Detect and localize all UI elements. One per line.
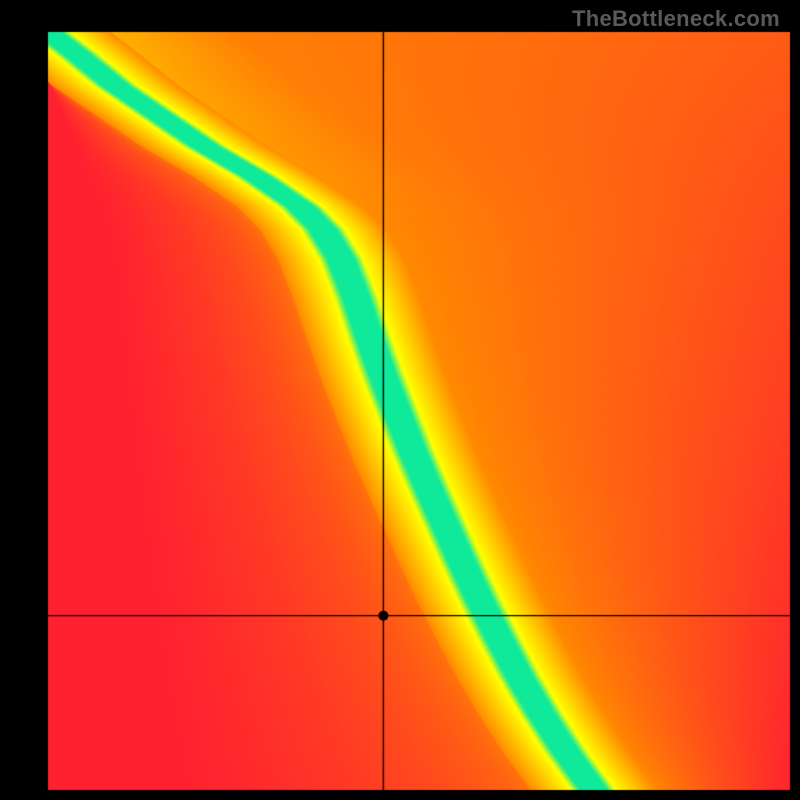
crosshair-overlay bbox=[0, 0, 800, 800]
watermark-text: TheBottleneck.com bbox=[572, 6, 780, 32]
chart-container: TheBottleneck.com bbox=[0, 0, 800, 800]
